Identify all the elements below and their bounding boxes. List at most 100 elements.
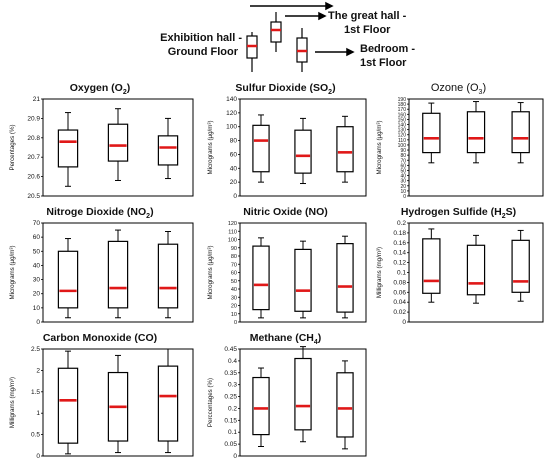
y-tick-label: 40 [33, 262, 41, 269]
box-iqr [511, 111, 530, 154]
y-tick-label: 100 [228, 238, 237, 244]
y-tick-label: 30 [400, 179, 406, 185]
y-tick-label: 0.1 [397, 270, 406, 277]
box-3 [336, 115, 354, 183]
box-3 [157, 117, 179, 180]
y-tick-label: 0.1 [228, 429, 237, 436]
chart-title: Nitric Oxide (NO) [243, 206, 328, 218]
y-tick-label: 0.02 [393, 309, 406, 316]
legend-label-bedroom: Bedroom -1st Floor [360, 43, 415, 69]
box-1 [252, 237, 270, 319]
box-iqr [336, 243, 354, 313]
y-tick-label: 0.2 [228, 405, 237, 412]
box-iqr [336, 126, 354, 173]
y-axis-label: Micrograms (µg/m³) [376, 120, 383, 174]
chart-plot: 0 0.5 1 1.5 2 2.5 Milligrams (mg/m³) [9, 346, 194, 460]
box-3 [511, 229, 530, 302]
y-tick-label: 90 [400, 148, 406, 154]
y-tick-label: 170 [398, 107, 407, 113]
y-tick-label: 0 [234, 320, 237, 326]
box-3 [336, 235, 354, 319]
chart-plot: 0 10 20 30 40 50 60 70 80 90 100 110 120 Micrograms (… [207, 221, 367, 326]
chart-panel-1: Oxygen (O2) 20.5 20.6 20.7 20.8 20.9 21 Percent… [5, 82, 195, 200]
box-2 [294, 117, 312, 185]
y-tick-label: 100 [398, 143, 407, 149]
y-tick-label: 0.35 [224, 370, 237, 377]
chart-panel-2: Sulfur Dioxide (SO2) 0 20 40 60 80 100 120 140 Mi… [203, 82, 368, 200]
y-tick-label: 120 [398, 133, 407, 139]
box-iqr [57, 367, 79, 444]
box-iqr [294, 357, 312, 431]
chart-panel-6: Hydrogen Sulfide (H2S) 0 0.02 0.04 0.06 0.08 0… [372, 206, 545, 326]
box-iqr [252, 245, 270, 311]
chart-panel-5: Nitric Oxide (NO) 0 10 20 30 40 50 60 70 80 90 100 1… [203, 206, 368, 326]
y-tick-label: 20.8 [27, 135, 40, 142]
box-2 [107, 229, 129, 319]
y-tick-label: 60 [231, 271, 237, 277]
chart-title: Nitroge Dioxide (NO2) [46, 206, 154, 221]
y-tick-label: 20 [33, 291, 41, 298]
chart-title: Methane (CH4) [249, 332, 322, 347]
y-tick-label: 140 [398, 123, 407, 129]
box-2 [466, 101, 486, 164]
y-axis-label: Micrograms (µg/m³) [207, 120, 214, 174]
y-tick-label: 2.5 [31, 346, 40, 353]
y-tick-label: 90 [231, 246, 237, 252]
legend-label-exhibition: Exhibition hall -Ground Floor [160, 32, 242, 58]
chart-plot: 0 20 40 60 80 100 120 140 Micrograms (µg/m³) [207, 96, 367, 200]
box-1 [57, 238, 79, 319]
chart-plot: 0 10 20 30 40 50 60 70 Micrograms (µg/m³) [9, 220, 194, 326]
y-axis-label: Percentages (%) [9, 124, 16, 170]
box-iqr [511, 239, 530, 293]
chart-plot: 0 0.02 0.04 0.06 0.08 0.1 0.12 0.14 0.16 0.18 0.2 M… [376, 220, 544, 326]
y-tick-label: 10 [400, 189, 406, 195]
box-1 [422, 228, 441, 303]
y-tick-label: 30 [33, 277, 41, 284]
chart-title: Oxygen (O2) [69, 82, 131, 97]
y-tick-label: 0 [233, 453, 237, 460]
box-1 [252, 114, 270, 183]
legend-box-bedroom [296, 28, 308, 72]
legend-box-great-hall [270, 12, 282, 52]
box-2 [107, 108, 129, 181]
box-3 [157, 348, 179, 454]
chart-panel-7: Carbon Monoxide (CO) 0 0.5 1 1.5 2 2.5 Milligra… [5, 332, 195, 460]
y-tick-label: 70 [231, 262, 237, 268]
y-tick-label: 40 [400, 174, 406, 180]
box-iqr [57, 250, 79, 309]
chart-panel-4: Nitroge Dioxide (NO2) 0 10 20 30 40 50 60 70 Micr… [5, 206, 195, 326]
y-tick-label: 1 [36, 410, 40, 417]
y-tick-label: 180 [398, 102, 407, 108]
box-iqr [422, 112, 441, 154]
y-tick-label: 20.9 [27, 115, 40, 122]
y-tick-label: 0.2 [397, 220, 406, 227]
chart-title: Carbon Monoxide (CO) [42, 332, 158, 344]
y-tick-label: 60 [230, 151, 238, 158]
box-1 [57, 350, 79, 455]
y-tick-label: 20 [231, 304, 237, 310]
y-tick-label: 0.16 [393, 240, 406, 247]
box-2 [294, 240, 312, 319]
y-tick-label: 40 [231, 287, 237, 293]
box-iqr [57, 129, 79, 168]
y-tick-label: 120 [228, 221, 237, 227]
y-axis-label: Perccentages (%) [207, 378, 214, 427]
box-2 [466, 234, 486, 304]
box-iqr [252, 376, 270, 436]
y-tick-label: 50 [33, 248, 41, 255]
y-tick-label: 0.15 [224, 417, 237, 424]
y-tick-label: 20.5 [27, 193, 40, 200]
y-tick-label: 190 [398, 97, 407, 103]
y-tick-label: 140 [226, 96, 237, 103]
box-iqr [466, 244, 486, 296]
y-tick-label: 50 [400, 168, 406, 174]
y-tick-label: 30 [231, 295, 237, 301]
y-tick-label: 0.18 [393, 230, 406, 237]
y-tick-label: 0 [36, 453, 40, 460]
chart-plot: 20.5 20.6 20.7 20.8 20.9 21 Percentages (%) [9, 96, 194, 200]
box-iqr [157, 135, 179, 166]
y-axis-label: Micrograms (µg/m³) [9, 245, 16, 299]
y-tick-label: 20.6 [27, 174, 40, 181]
y-tick-label: 0.5 [31, 432, 40, 439]
box-iqr [157, 243, 179, 309]
